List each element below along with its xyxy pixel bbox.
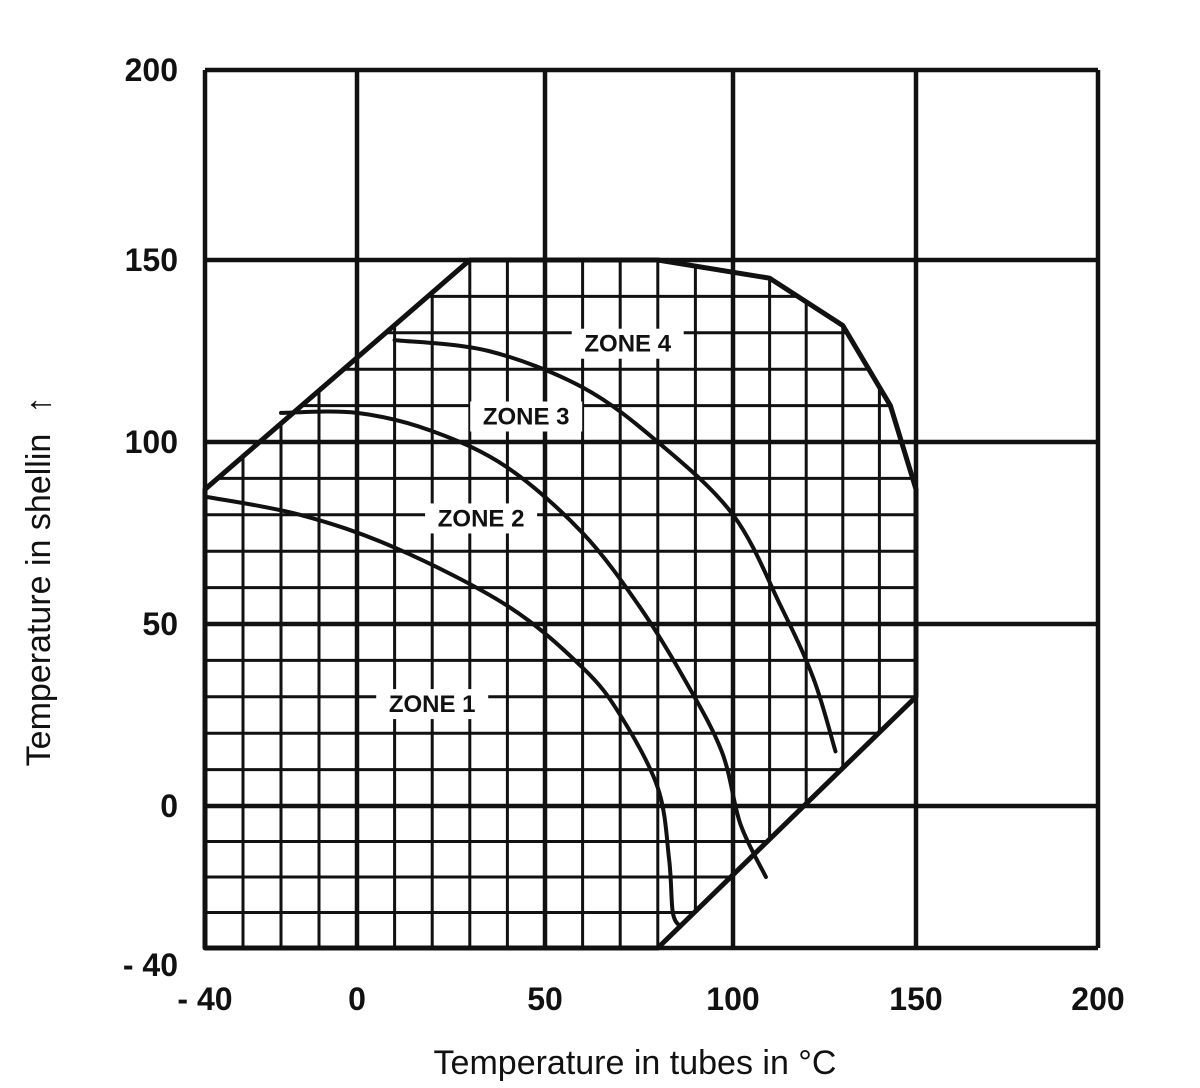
- y-axis-arrow: ↑: [20, 397, 58, 414]
- zone-boundary-line: [279, 409, 768, 879]
- zone-label: ZONE 4: [584, 331, 671, 358]
- y-axis-title: Temperature in shellin ↑: [20, 397, 58, 767]
- y-tick-label: - 40: [123, 947, 178, 983]
- y-axis-label: Temperature in shellin: [20, 434, 58, 767]
- zone-boundary-line: [203, 494, 683, 929]
- zone-label-bg: [571, 328, 684, 359]
- y-tick-label: 0: [160, 788, 178, 824]
- y-tick-label: 200: [125, 52, 178, 88]
- x-axis-label: Temperature in tubes in °C: [434, 1044, 837, 1082]
- y-tick-labels: 200 150 100 50 0 - 40: [123, 52, 178, 983]
- operating-region-outline: [202, 257, 919, 951]
- fine-grid: [205, 260, 916, 948]
- x-tick-labels: - 40 0 50 100 150 200: [177, 981, 1124, 1017]
- zone-boundaries: [203, 338, 838, 929]
- y-tick-label: 150: [125, 242, 178, 278]
- y-tick-label: 50: [142, 606, 178, 642]
- x-tick-label: - 40: [177, 981, 232, 1017]
- zone-label: ZONE 3: [483, 404, 570, 431]
- x-tick-label: 50: [527, 981, 563, 1017]
- zone-label: ZONE 1: [389, 691, 476, 718]
- operating-region: [202, 257, 919, 951]
- zone-label-bg: [470, 401, 583, 432]
- x-tick-label: 0: [348, 981, 366, 1017]
- zone-label-bg: [376, 689, 489, 720]
- x-tick-label: 100: [706, 981, 759, 1017]
- major-grid: [202, 67, 1101, 951]
- x-tick-label: 150: [889, 981, 942, 1017]
- y-tick-label: 100: [125, 424, 178, 460]
- x-tick-label: 200: [1071, 981, 1124, 1017]
- zone-label-bg: [425, 503, 538, 534]
- zone-labels: ZONE 1 ZONE 2 ZONE 3 ZONE 4: [376, 328, 684, 720]
- zone-boundary-line: [392, 338, 838, 754]
- zone-label: ZONE 2: [438, 505, 525, 532]
